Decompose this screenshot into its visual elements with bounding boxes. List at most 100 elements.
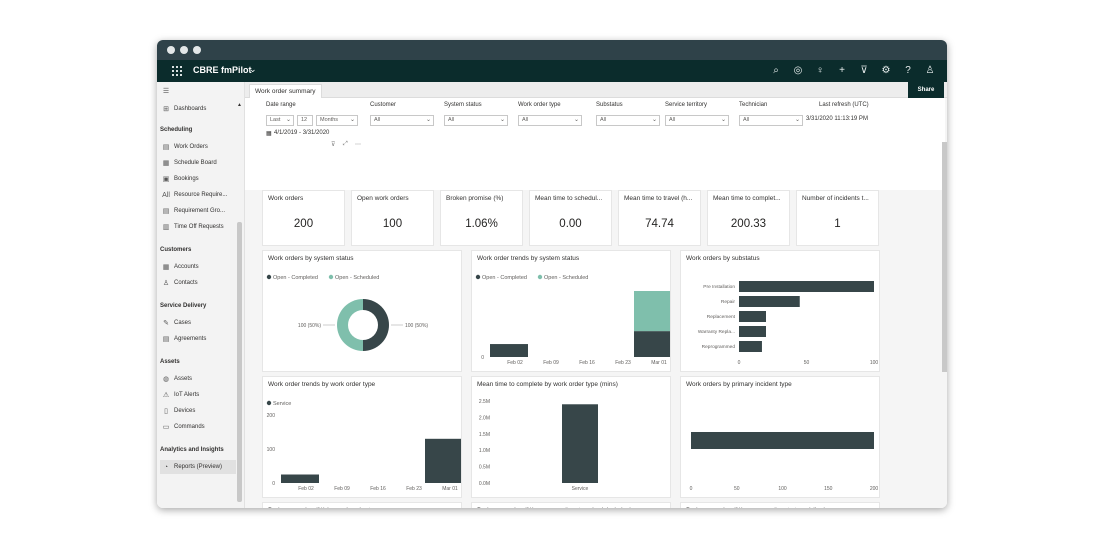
chart-card[interactable]: Broken promise (%) by work order typeSer… [262, 502, 462, 508]
app-name[interactable]: CBRE fmPilot [193, 65, 252, 75]
page-scrollbar[interactable] [942, 142, 947, 372]
filter-select-customer[interactable]: All ⌄ [370, 115, 434, 126]
kpi-value: 1 [834, 218, 841, 230]
date-range-mode-select[interactable]: Last ⌄ [266, 115, 294, 126]
kpi-card[interactable]: Mean time to travel (h... 74.74 [618, 190, 701, 246]
filter-value: All [522, 117, 529, 123]
sidebar-item-bookings[interactable]: ▣ Bookings [160, 172, 199, 186]
x-tick-label: 50 [804, 360, 810, 366]
pie-data-label: 100 (50%) [298, 323, 321, 329]
legend-marker [266, 274, 272, 280]
date-range-label: Date range [266, 102, 296, 108]
sidebar-item-icon: ▭ [162, 424, 170, 431]
sidebar-item-agreements[interactable]: ▤ Agreements [160, 332, 207, 346]
more-options-icon[interactable]: ⋯ [355, 142, 361, 148]
x-tick-label: Mar 01 [651, 360, 667, 366]
sidebar-item-iot-alerts[interactable]: ⚠ IoT Alerts [160, 388, 199, 402]
kpi-card[interactable]: Broken promise (%) 1.06% [440, 190, 523, 246]
sidebar-item-work-orders[interactable]: ▤ Work Orders [160, 140, 208, 154]
legend-label: Open - Completed [482, 275, 527, 281]
date-range-unit-select[interactable]: Months ⌄ [316, 115, 358, 126]
sidebar-item-accounts[interactable]: ▦ Accounts [160, 260, 199, 274]
chart-canvas: Service 0 100 200 Feb 02 Feb 09 Feb 16 Feb 23 Ma… [266, 400, 461, 492]
sidebar-item-contacts[interactable]: ♙ Contacts [160, 276, 198, 290]
expand-icon[interactable]: ⤢ [343, 141, 348, 147]
kpi-card[interactable]: Mean time to schedul... 0.00 [529, 190, 612, 246]
filter-select-technician[interactable]: All ⌄ [739, 115, 803, 126]
window-minimize-dot[interactable] [180, 46, 188, 54]
tab-work-order-summary[interactable]: Work order summary [249, 84, 322, 98]
filter-select-system-status[interactable]: All ⌄ [444, 115, 508, 126]
sidebar-item-schedule-board[interactable]: ▦ Schedule Board [160, 156, 217, 170]
sidebar-item-devices[interactable]: ▯ Devices [160, 404, 195, 418]
filter-select-work-order-type[interactable]: All ⌄ [518, 115, 582, 126]
kpi-title: Work orders [268, 195, 304, 202]
chart-card[interactable]: Broken promise (%) vs. mean time to trav… [680, 502, 880, 508]
scroll-up-icon[interactable]: ▲ [237, 102, 242, 108]
sidebar-item-time-off-requests[interactable]: ▥ Time Off Requests [160, 220, 224, 234]
x-tick-label: 100 [870, 360, 879, 366]
x-tick-label: Feb 09 [334, 486, 350, 492]
search-icon[interactable]: ⌕ [773, 65, 779, 76]
x-tick-label: Feb 02 [507, 360, 523, 366]
help-icon[interactable]: ? [905, 65, 911, 76]
filter-select-substatus[interactable]: All ⌄ [596, 115, 660, 126]
share-button[interactable]: Share [908, 82, 944, 98]
x-tick-label: Mar 01 [442, 486, 458, 492]
sidebar-item-resource-require[interactable]: All Resource Require... [160, 188, 227, 202]
chart-card[interactable]: Work orders by substatus Pre Installation… [680, 250, 880, 372]
sidebar-item-requirement-gro[interactable]: ▤ Requirement Gro... [160, 204, 225, 218]
legend-marker [537, 274, 543, 280]
x-tick-label: 0 [690, 486, 693, 492]
plus-icon[interactable]: + [839, 65, 845, 76]
sidebar-item-commands[interactable]: ▭ Commands [160, 420, 205, 434]
sidebar-item-assets[interactable]: ◍ Assets [160, 372, 192, 386]
legend-marker [266, 400, 272, 406]
sidebar-item-label: Devices [174, 408, 196, 414]
sidebar-scrollbar[interactable] [237, 222, 242, 502]
filter-bar: Date range Last ⌄ 12 Months ⌄ ▦ 4/1/2019 -… [245, 98, 945, 190]
kpi-card[interactable]: Number of incidents t... 1 [796, 190, 879, 246]
settings-icon[interactable]: ⚙ [881, 65, 891, 76]
legend-label: Open - Scheduled [544, 275, 588, 281]
chevron-down-icon: ⌄ [499, 117, 505, 123]
chart-card[interactable]: Broken promise (%) vs. mean time to sche… [471, 502, 671, 508]
bar [739, 296, 800, 307]
sidebar-item-reports-preview[interactable]: ◔ Reports (Preview) [160, 460, 236, 474]
kpi-card[interactable]: Open work orders 100 [351, 190, 434, 246]
kpi-card[interactable]: Mean time to complet... 200.33 [707, 190, 790, 246]
sidebar-item-icon: ◍ [162, 376, 170, 383]
chart-card[interactable]: Work orders by system status Open - Compl… [262, 250, 462, 372]
chevron-down-icon: ⌄ [651, 117, 657, 123]
chart-canvas: 0.0M 0.5M 1.0M 1.5M 2.0M 2.5M Service [479, 399, 598, 492]
user-icon[interactable]: ♙ [925, 65, 935, 76]
window-close-dot[interactable] [167, 46, 175, 54]
filter-icon[interactable]: ⊽ [331, 142, 336, 148]
chart-canvas: Open - Completed Open - Scheduled 0 Feb 02 F… [475, 274, 670, 366]
sidebar-item-icon: All [162, 191, 170, 199]
chart-card[interactable]: Mean time to complete by work order type… [471, 376, 671, 498]
chart-card[interactable]: Work order trends by work order type Serv… [262, 376, 462, 498]
app-launcher-icon[interactable] [172, 66, 182, 76]
legend-marker [328, 274, 334, 280]
sidebar-item-label: Resource Require... [174, 192, 228, 198]
filter-select-service-territory[interactable]: All ⌄ [665, 115, 729, 126]
chevron-down-icon[interactable]: ⌄ [249, 64, 257, 74]
sidebar-item-dashboards[interactable]: ⊞ Dashboards [160, 102, 206, 116]
chart-card[interactable]: Work orders by primary incident type 0 50 1… [680, 376, 880, 498]
task-icon[interactable]: ◎ [793, 65, 803, 76]
filter-icon[interactable]: ⊽ [860, 65, 868, 76]
kpi-value: 200.33 [730, 218, 767, 230]
kpi-card[interactable]: Work orders 200 [262, 190, 345, 246]
hamburger-icon[interactable]: ☰ [162, 88, 170, 95]
date-range-count-input[interactable]: 12 [297, 115, 313, 126]
sidebar-item-icon: ▣ [162, 176, 170, 183]
kpi-title: Number of incidents t... [802, 195, 869, 202]
lightbulb-icon[interactable]: ♀ [816, 65, 824, 76]
y-tick-label: 0.5M [479, 465, 490, 471]
chart-card[interactable]: Work order trends by system status Open -… [471, 250, 671, 372]
chart-title: Mean time to complete by work order type… [477, 381, 618, 388]
window-maximize-dot[interactable] [193, 46, 201, 54]
sidebar-item-icon: ⚠ [162, 392, 170, 399]
sidebar-item-cases[interactable]: ✎ Cases [160, 316, 191, 330]
